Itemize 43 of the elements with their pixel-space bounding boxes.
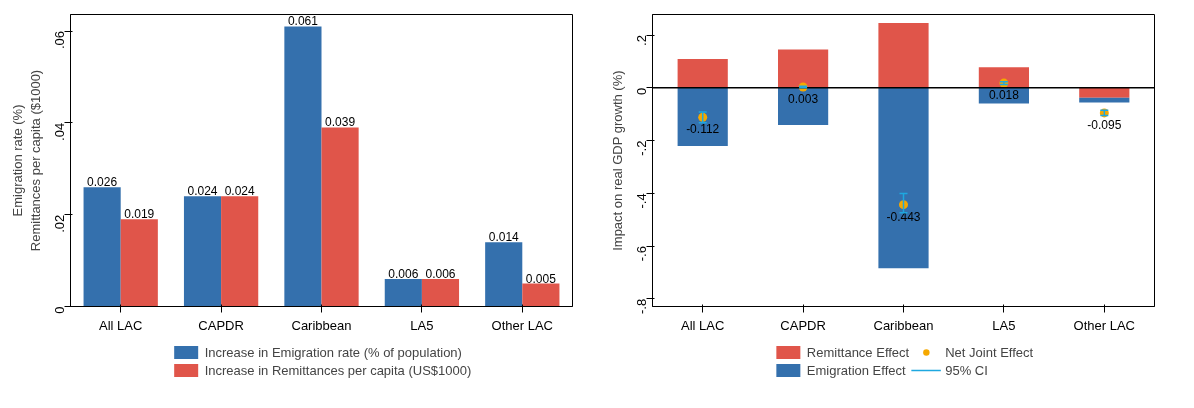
y-tick-label: -.2 [634,140,649,156]
x-tick-label: All LAC [681,317,725,333]
x-tick-label: CAPDR [198,317,244,333]
data-label: 0.024 [187,184,218,199]
data-label: 0.014 [488,230,520,245]
y-tick-label: 0 [634,87,649,96]
data-label: 0.018 [988,88,1020,103]
x-tick-label: Other LAC [491,317,554,333]
x-tick-label: CAPDR [780,317,826,333]
x-tick-label: Caribbean [873,317,934,333]
y-tick-label: .06 [52,31,67,50]
y-tick-label: .02 [52,214,67,233]
legend-label: Net Joint Effect [945,344,1034,360]
legend-label: Increase in Emigration rate (% of population) [204,344,462,360]
y-tick-label: 0 [52,306,67,314]
data-label: 0.003 [788,92,819,107]
text: 95% CI [945,362,988,378]
data-label: 0.024 [224,184,256,199]
y-tick-label: -.6 [634,246,649,262]
y-tick-label: .04 [52,122,67,141]
legend-label: Remittance Effect [806,344,910,360]
x-tick-label: Caribbean [291,317,352,333]
data-label: -0.112 [686,122,720,137]
data-label: 0.026 [87,175,118,190]
data-label: 0.061 [287,14,319,29]
y-axis-title: Impact on real GDP growth (%) [609,70,625,251]
x-tick-label: LA5 [992,317,1016,333]
x-tick-label: LA5 [410,317,434,333]
y-axis-title: Emigration rate (%) Remittances per capita ($1000) [9,69,43,252]
data-label: -0.095 [1087,117,1122,132]
y-tick-label: -.8 [634,298,649,315]
y-tick-label: .2 [634,35,649,46]
legend-label: Increase in Remittances per capita (US$1000) [204,362,472,378]
data-label: -0.443 [886,209,921,224]
data-label: 0.019 [124,207,155,222]
x-tick-label: All LAC [99,317,143,333]
data-label: 0.005 [525,271,557,286]
y-tick-label: -.4 [634,193,649,209]
legend-label: Emigration Effect [806,362,906,378]
x-tick-label: Other LAC [1073,317,1136,333]
data-label: 0.006 [388,266,419,281]
data-label: 0.006 [425,266,456,281]
data-label: 0.039 [325,115,356,130]
